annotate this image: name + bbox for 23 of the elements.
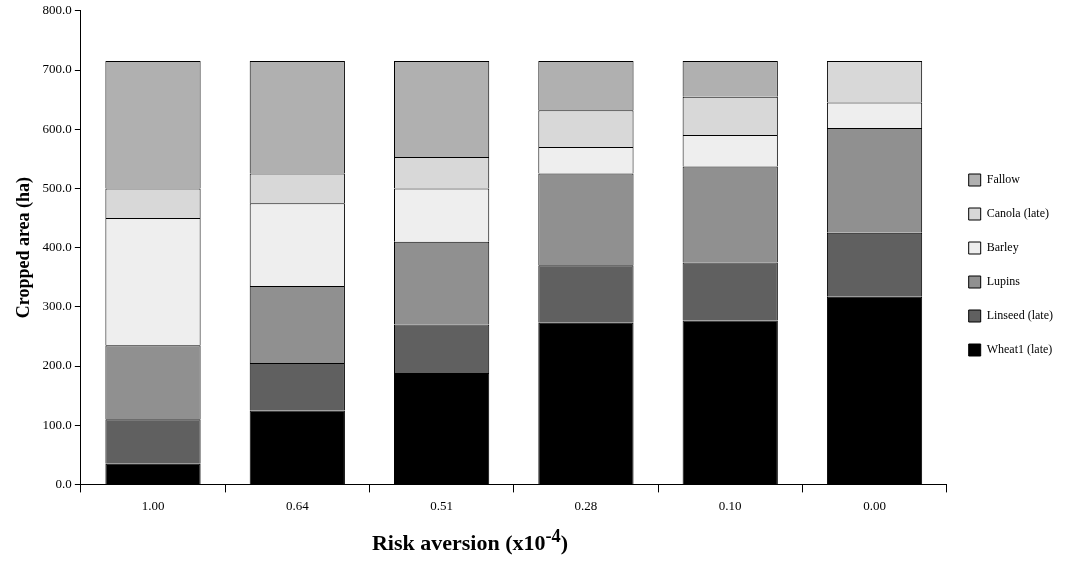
y-tick-label: 0.0 <box>55 475 72 491</box>
x-tick-label: 0.00 <box>863 497 886 513</box>
x-tick-label: 0.51 <box>430 497 453 513</box>
x-tick-label: 0.10 <box>718 497 742 513</box>
legend-label: Wheat1 (late) <box>986 342 1053 357</box>
y-tick-label: 200.0 <box>42 357 72 373</box>
y-tick-label: 600.0 <box>42 120 72 136</box>
x-tick-label: 0.64 <box>285 497 310 513</box>
legend-label: Lupins <box>986 274 1021 289</box>
x-axis-title: Risk aversion (x10$^{-4}$) <box>370 526 570 557</box>
legend-label: Linseed (late) <box>986 308 1054 323</box>
legend-label: Fallow <box>986 172 1021 187</box>
y-tick-label: 100.0 <box>42 416 72 432</box>
y-tick-label: 500.0 <box>42 179 72 195</box>
y-axis-title: Cropped area (ha) <box>13 176 35 319</box>
y-tick-label: 400.0 <box>42 239 72 255</box>
y-tick-label: 800.0 <box>42 2 72 18</box>
x-tick-label: 1.00 <box>141 497 165 513</box>
legend-label: Canola (late) <box>986 206 1050 221</box>
y-tick-label: 300.0 <box>42 298 72 314</box>
legend-label: Barley <box>986 240 1019 255</box>
y-tick-label: 700.0 <box>42 61 72 77</box>
x-tick-label: 0.28 <box>574 497 598 513</box>
